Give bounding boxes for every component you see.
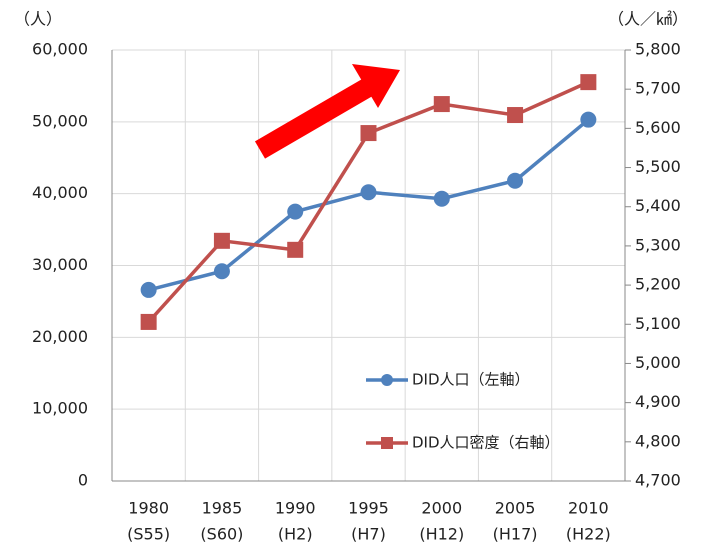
y2-tick-label: 4,700	[635, 471, 681, 490]
arrow-head	[352, 64, 400, 108]
y2-tick-label: 5,600	[635, 118, 681, 137]
legend-label: DID人口（左軸）	[412, 371, 530, 389]
marker	[360, 184, 377, 201]
x-tick-label: (H12)	[419, 525, 464, 544]
y2-tick-label: 4,800	[635, 431, 681, 450]
y-tick-label: 30,000	[32, 255, 88, 274]
series-line	[148, 118, 590, 292]
y-tick-label: 40,000	[32, 183, 88, 202]
legend-marker	[381, 374, 393, 386]
marker	[287, 241, 304, 258]
x-tick-label: 1980	[128, 499, 169, 518]
x-tick-label: (H17)	[493, 525, 538, 544]
marker	[507, 107, 524, 124]
marker	[507, 172, 524, 189]
y-tick-label: 50,000	[32, 111, 88, 130]
x-tick-label: (H7)	[351, 525, 386, 544]
marker	[140, 281, 157, 298]
x-tick-label: 1990	[275, 499, 316, 518]
y-tick-label: 20,000	[32, 327, 88, 346]
marker	[213, 232, 230, 249]
marker	[213, 263, 230, 280]
y-tick-label: 10,000	[32, 399, 88, 418]
marker	[287, 203, 304, 220]
y-tick-label: 60,000	[32, 40, 88, 59]
legend-label: DID人口密度（右軸）	[412, 434, 560, 452]
x-tick-label: (H22)	[566, 525, 611, 544]
marker	[433, 190, 450, 207]
x-tick-label: 2000	[421, 499, 462, 518]
x-tick-label: (H2)	[278, 525, 313, 544]
marker	[580, 74, 597, 91]
y-tick-label: 0	[78, 471, 88, 490]
x-tick-label: 2005	[495, 499, 536, 518]
y2-tick-label: 5,000	[635, 353, 681, 372]
marker	[140, 313, 157, 330]
legend-marker	[381, 437, 393, 449]
y2-tick-label: 5,800	[635, 40, 681, 59]
y2-unit: （人／㎢）	[608, 10, 688, 29]
x-tick-label: (S55)	[127, 525, 170, 544]
y2-tick-label: 5,300	[635, 235, 681, 254]
y2-tick-label: 5,700	[635, 79, 681, 98]
x-tick-label: 2010	[568, 499, 609, 518]
y2-tick-label: 5,200	[635, 275, 681, 294]
x-tick-label: 1995	[348, 499, 389, 518]
marker	[580, 111, 597, 128]
x-tick-label: (S60)	[200, 525, 243, 544]
trend-arrow	[254, 64, 400, 159]
marker	[433, 96, 450, 113]
y2-tick-label: 5,400	[635, 196, 681, 215]
y2-tick-label: 5,100	[635, 314, 681, 333]
y2-tick-label: 5,500	[635, 157, 681, 176]
y-unit: （人）	[14, 10, 62, 29]
y2-tick-label: 4,900	[635, 392, 681, 411]
arrow-shaft	[254, 77, 376, 159]
x-tick-label: 1985	[202, 499, 243, 518]
marker	[360, 125, 377, 142]
